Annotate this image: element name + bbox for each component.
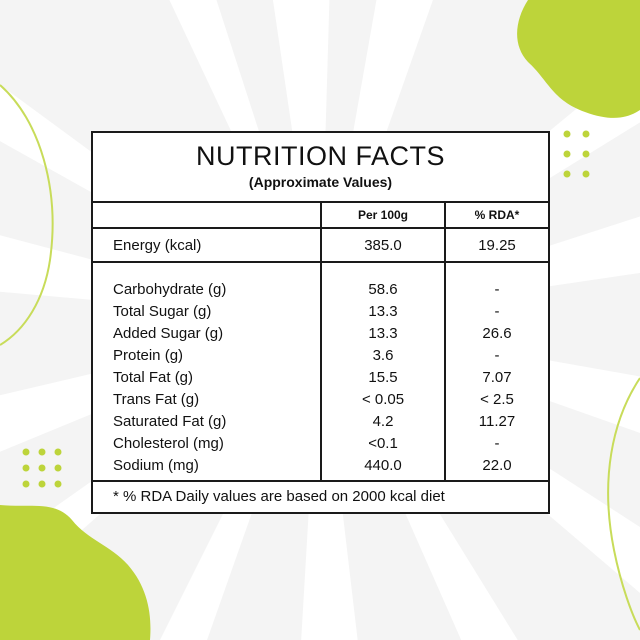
energy-rda: 19.25: [478, 237, 516, 254]
column-header-per-100g: Per 100g: [357, 208, 409, 222]
nutrient-rda: -: [494, 435, 500, 452]
header-divider: [93, 227, 548, 229]
nutrient-label: Carbohydrate (g): [113, 281, 227, 298]
column-header-rda: % RDA*: [474, 208, 520, 222]
page-title: NUTRITION FACTS: [196, 141, 445, 171]
nutrient-per-100g: <0.1: [368, 435, 398, 452]
nutrient-rda: -: [494, 347, 500, 364]
nutrient-rda: < 2.5: [480, 391, 514, 408]
nutrient-label: Sodium (mg): [113, 457, 199, 474]
energy-label: Energy (kcal): [113, 237, 202, 254]
footer-divider: [93, 480, 548, 482]
column-divider: [320, 201, 322, 480]
dot-grid-top-right: [563, 130, 590, 178]
nutrient-rda: 11.27: [478, 413, 516, 430]
nutrient-label: Added Sugar (g): [113, 325, 224, 342]
nutrient-rda: -: [494, 303, 500, 320]
column-divider: [444, 201, 446, 480]
dot-grid-bottom-left: [22, 448, 62, 488]
nutrient-label: Saturated Fat (g): [113, 413, 227, 430]
nutrient-per-100g: 15.5: [368, 369, 398, 386]
nutrient-per-100g: 440.0: [364, 457, 402, 474]
green-blob-bottom-left: [0, 505, 151, 640]
title-box: NUTRITION FACTS (Approximate Values): [93, 133, 548, 203]
nutrient-rda: 22.0: [482, 457, 512, 474]
energy-per-100g: 385.0: [364, 237, 402, 254]
nutrient-per-100g: < 0.05: [361, 391, 405, 408]
nutrient-per-100g: 3.6: [372, 347, 394, 364]
nutrient-per-100g: 13.3: [368, 303, 398, 320]
outline-arc-right: [607, 377, 640, 631]
nutrient-rda: 26.6: [482, 325, 512, 342]
page-subtitle: (Approximate Values): [248, 174, 393, 190]
nutrient-rda: -: [494, 281, 500, 298]
outline-arc-left: [0, 84, 54, 346]
nutrient-label: Cholesterol (mg): [113, 435, 224, 452]
footnote: * % RDA Daily values are based on 2000 k…: [113, 488, 445, 505]
energy-divider: [93, 261, 548, 263]
nutrient-label: Trans Fat (g): [113, 391, 200, 408]
nutrient-per-100g: 4.2: [372, 413, 394, 430]
green-blob-top-right: [517, 0, 640, 118]
nutrient-rda: 7.07: [482, 369, 512, 386]
nutrient-per-100g: 58.6: [368, 281, 398, 298]
nutrient-per-100g: 13.3: [368, 325, 398, 342]
nutrient-label: Protein (g): [113, 347, 184, 364]
nutrient-label: Total Sugar (g): [113, 303, 212, 320]
nutrient-label: Total Fat (g): [113, 369, 194, 386]
nutrition-facts-panel: NUTRITION FACTS (Approximate Values) Per…: [91, 131, 550, 514]
